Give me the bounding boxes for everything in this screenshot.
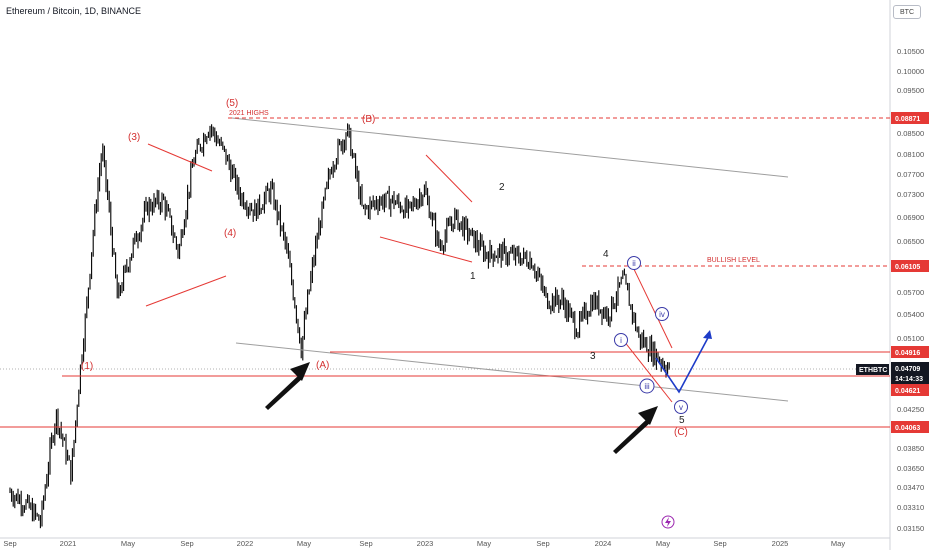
chart-title: Ethereum / Bitcoin, 1D, BINANCE: [6, 6, 142, 16]
price-tick-label: 0.06500: [897, 237, 924, 246]
svg-text:0.04709: 0.04709: [895, 366, 920, 373]
price-tick-label: 0.08500: [897, 129, 924, 138]
price-tick-label: 0.03310: [897, 503, 924, 512]
price-axis: 0.10500 0.10000 0.09500 0.08500 0.08100 0.077…: [897, 47, 924, 533]
ending-diagonal-lower: [619, 335, 673, 403]
price-tick-label: 0.06900: [897, 213, 924, 222]
arrow-up-right-icon: [265, 362, 310, 410]
time-tick-label: Sep: [3, 539, 16, 548]
price-badge-06105: 0.06105: [891, 260, 929, 272]
price-tick-label: 0.03150: [897, 524, 924, 533]
price-badge-04916: 0.04916: [891, 346, 929, 358]
svg-text:0.06105: 0.06105: [895, 264, 920, 271]
time-tick-label: Sep: [359, 539, 372, 548]
price-tick-label: 0.03850: [897, 444, 924, 453]
wave-label-minor-2: 2: [499, 182, 505, 193]
projection-arrowhead: [703, 330, 712, 339]
lightning-icon[interactable]: [661, 515, 675, 529]
price-tick-label: 0.07700: [897, 170, 924, 179]
svg-text:i: i: [620, 336, 622, 345]
upper-channel-line: [231, 117, 789, 178]
wave-circle-iii: iii: [639, 378, 655, 394]
projection-path: [655, 333, 711, 394]
time-tick-label: 2025: [772, 539, 789, 548]
price-tick-label: 0.10000: [897, 67, 924, 76]
wave-circle-iv: iv: [655, 307, 669, 321]
time-tick-label: Sep: [536, 539, 549, 548]
time-tick-label: Sep: [180, 539, 193, 548]
price-tick-label: 0.08100: [897, 150, 924, 159]
price-tick-label: 0.04250: [897, 405, 924, 414]
svg-text:v: v: [679, 403, 683, 412]
price-tick-label: 0.10500: [897, 47, 924, 56]
price-tick-label: 0.05400: [897, 310, 924, 319]
wave-circle-v: v: [674, 400, 688, 414]
time-tick-label: May: [656, 539, 670, 548]
wedge-lower-line: [379, 236, 473, 263]
price-tick-label: 0.07300: [897, 190, 924, 199]
symbol-tag: ETHBTC: [856, 364, 889, 375]
svg-text:iv: iv: [659, 310, 665, 319]
price-badge-04621: 0.04621: [891, 384, 929, 396]
wedge-upper-line: [425, 154, 473, 203]
wave-label-minor-1: 1: [470, 271, 476, 282]
wave-circle-ii: ii: [627, 256, 641, 270]
candle-series: [9, 123, 670, 529]
time-tick-label: 2021: [60, 539, 77, 548]
price-tick-label: 0.03650: [897, 464, 924, 473]
time-tick-label: 2024: [595, 539, 612, 548]
svg-text:0.04916: 0.04916: [895, 350, 920, 357]
arrow-up-right-icon: [613, 406, 658, 454]
time-tick-label: May: [831, 539, 845, 548]
time-tick-label: May: [297, 539, 311, 548]
ending-diagonal-upper: [631, 264, 673, 349]
label-bullish-level: BULLISH LEVEL: [707, 257, 760, 264]
wave-label-minor-5: 5: [679, 415, 685, 426]
wave-label-minor-3: 3: [590, 351, 596, 362]
time-tick-label: May: [477, 539, 491, 548]
label-2021-highs: 2021 HIGHS: [229, 110, 269, 117]
wave-label-5: (5): [226, 98, 238, 109]
svg-text:0.08871: 0.08871: [895, 116, 920, 123]
svg-text:0.04063: 0.04063: [895, 425, 920, 432]
price-tick-label: 0.03470: [897, 483, 924, 492]
time-tick-label: May: [121, 539, 135, 548]
wave-label-4: (4): [224, 228, 236, 239]
wave-label-minor-4: 4: [603, 249, 609, 260]
svg-text:iii: iii: [644, 382, 650, 391]
price-tick-label: 0.09500: [897, 86, 924, 95]
wave-label-3: (3): [128, 132, 140, 143]
wave-label-1: (1): [81, 361, 93, 372]
lower-channel-line: [235, 342, 789, 402]
price-badge-08871: 0.08871: [891, 112, 929, 124]
wave-circle-i: i: [614, 333, 628, 347]
svg-text:ii: ii: [632, 259, 636, 268]
currency-button[interactable]: BTC: [893, 5, 921, 19]
price-tick-label: 0.05700: [897, 288, 924, 297]
last-price-badge: 0.04709 14:14:33: [891, 362, 929, 384]
price-badge-04063: 0.04063: [891, 421, 929, 433]
svg-text:0.04621: 0.04621: [895, 388, 920, 395]
triangle-upper-line: [147, 143, 213, 172]
triangle-lower-line: [145, 275, 227, 307]
wave-label-b: (B): [362, 114, 375, 125]
wave-label-a: (A): [316, 360, 329, 371]
time-tick-label: 2022: [237, 539, 254, 548]
time-tick-label: 2023: [417, 539, 434, 548]
time-tick-label: Sep: [713, 539, 726, 548]
price-tick-label: 0.05100: [897, 334, 924, 343]
svg-text:ETHBTC: ETHBTC: [859, 367, 887, 374]
time-axis: Sep 2021 May Sep 2022 May Sep 2023 May Sep 2024 May…: [3, 539, 845, 548]
svg-text:14:14:33: 14:14:33: [895, 376, 923, 383]
wave-label-c: (C): [674, 427, 688, 438]
